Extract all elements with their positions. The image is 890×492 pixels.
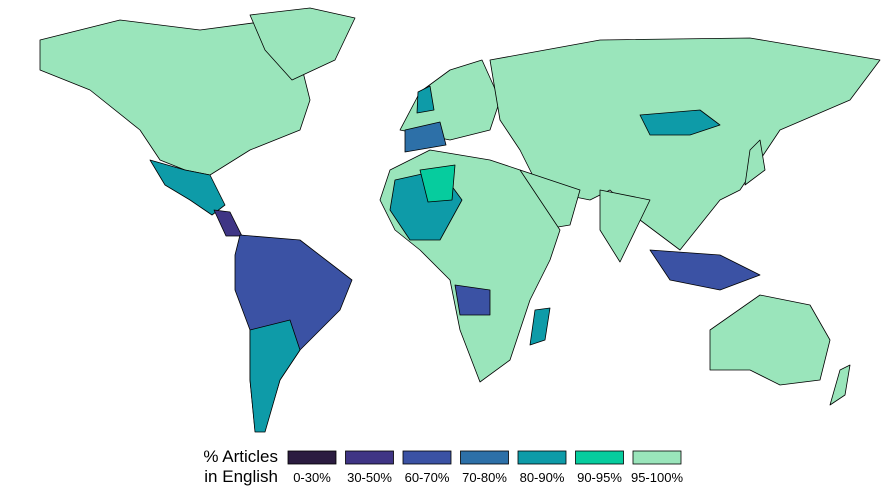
legend-swatch (460, 450, 509, 465)
legend-swatch (517, 450, 567, 465)
legend-label: 30-50% (347, 470, 392, 485)
land (649, 249, 761, 291)
legend-title: % Articles (203, 447, 278, 466)
legend-label: 95-100% (631, 470, 683, 485)
land (709, 294, 831, 386)
land (599, 189, 651, 263)
legend-label: 0-30% (293, 470, 331, 485)
legend-swatch (287, 450, 337, 465)
legend-label: 70-80% (462, 470, 507, 485)
land (489, 37, 881, 251)
land (829, 364, 851, 406)
legend-swatch (632, 450, 682, 465)
legend-label: 60-70% (405, 470, 450, 485)
land (454, 284, 491, 316)
legend-label: 90-95% (577, 470, 622, 485)
land (529, 307, 551, 346)
legend-swatch (345, 450, 394, 465)
legend-title: in English (204, 467, 278, 486)
land (419, 164, 456, 203)
land (416, 85, 435, 114)
legend-label: 80-90% (520, 470, 565, 485)
land (639, 109, 721, 136)
land (39, 19, 311, 176)
legend: 0-30% 30-50% 60-70% 70-80% 80-90% 90-95% 95-10… (287, 450, 683, 485)
legend-swatch (575, 450, 624, 465)
land (249, 7, 356, 81)
landmasses (39, 7, 881, 433)
land (404, 121, 447, 153)
land (744, 139, 766, 186)
land (149, 159, 226, 216)
legend-swatch (402, 450, 452, 465)
land (213, 209, 243, 237)
land (249, 319, 301, 433)
